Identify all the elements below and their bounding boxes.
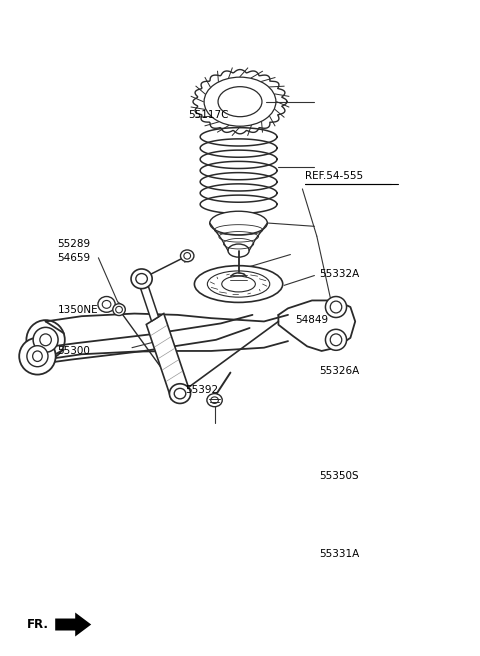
Ellipse shape [98, 297, 115, 312]
Text: 55331A: 55331A [319, 549, 360, 560]
Ellipse shape [325, 329, 347, 350]
Text: 1350NE: 1350NE [58, 304, 98, 315]
Polygon shape [146, 314, 189, 399]
Polygon shape [138, 277, 158, 321]
Ellipse shape [33, 327, 58, 352]
Text: 55289: 55289 [58, 239, 91, 249]
Text: 55326A: 55326A [319, 365, 360, 376]
Text: FR.: FR. [26, 618, 48, 631]
Text: 55300: 55300 [58, 346, 90, 356]
Ellipse shape [222, 276, 255, 292]
Ellipse shape [169, 384, 191, 403]
Text: 54849: 54849 [295, 315, 328, 325]
Ellipse shape [207, 394, 222, 407]
Ellipse shape [27, 346, 48, 367]
Ellipse shape [325, 297, 347, 318]
Polygon shape [55, 613, 91, 636]
Ellipse shape [26, 320, 65, 359]
Ellipse shape [19, 338, 56, 375]
Text: 55350S: 55350S [319, 470, 359, 481]
Ellipse shape [210, 211, 267, 235]
Ellipse shape [194, 266, 283, 302]
Text: 55392: 55392 [185, 385, 218, 396]
Ellipse shape [231, 273, 246, 282]
Ellipse shape [180, 250, 194, 262]
Text: REF.54-555: REF.54-555 [305, 171, 363, 181]
Polygon shape [278, 300, 355, 351]
Ellipse shape [113, 304, 125, 316]
Text: 55117C: 55117C [189, 110, 229, 120]
Text: 55332A: 55332A [319, 269, 360, 279]
Ellipse shape [131, 269, 152, 289]
Text: 54659: 54659 [58, 253, 91, 263]
